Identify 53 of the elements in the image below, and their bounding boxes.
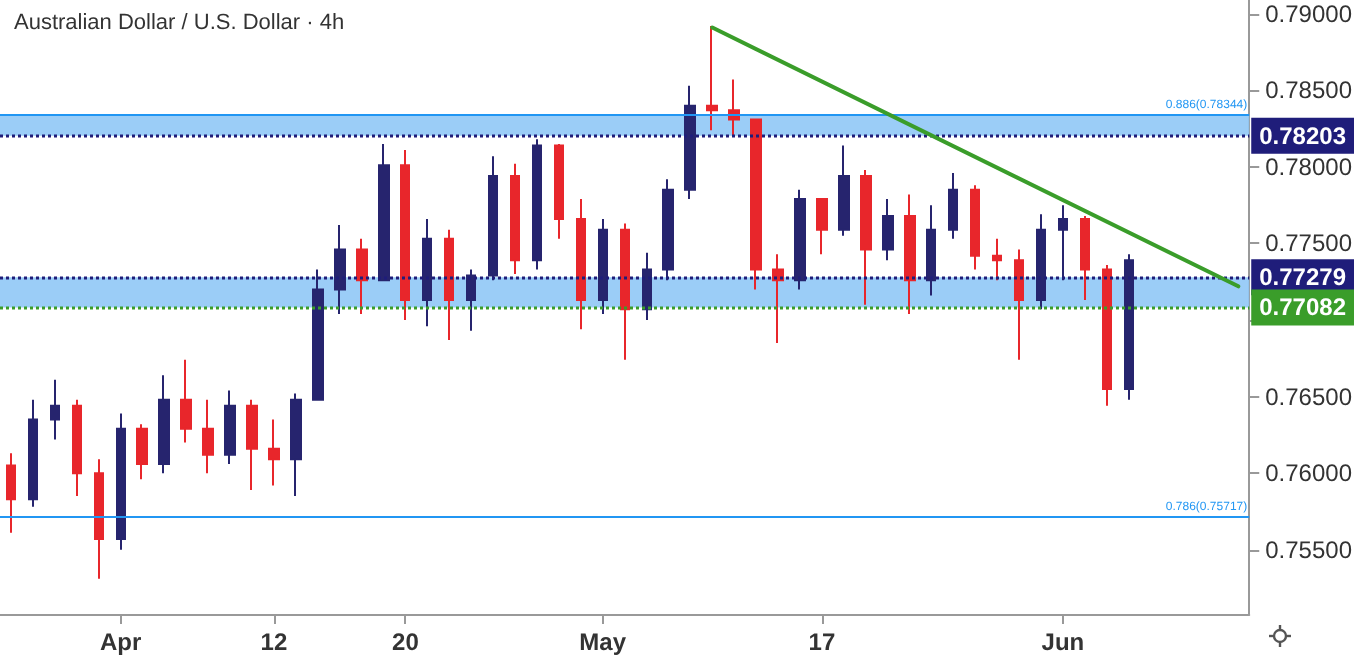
- candlestick: [948, 172, 958, 240]
- candlestick: [1102, 263, 1112, 407]
- y-tick-label: 0.78500: [1265, 76, 1353, 105]
- candlestick: [444, 228, 454, 341]
- candlestick: [268, 418, 280, 487]
- candlestick: [290, 392, 302, 498]
- candlestick: [136, 423, 148, 481]
- candlestick: [202, 398, 214, 475]
- x-tick-label: May: [579, 628, 627, 656]
- x-tick-label: 17: [808, 628, 836, 656]
- text: Australian Dollar / U.S. Dollar · 4h: [14, 11, 345, 35]
- candlestick: [576, 198, 586, 331]
- x-tick-label: Jun: [1041, 628, 1085, 656]
- candlestick: [970, 184, 980, 271]
- candlestick: [158, 374, 170, 475]
- candlestick: [116, 412, 126, 551]
- candlestick: [510, 162, 520, 276]
- candlestick: [860, 168, 872, 306]
- candlestick: [180, 358, 192, 444]
- candlestick: [772, 253, 784, 344]
- candlestick: [6, 452, 16, 534]
- candlestick: [28, 398, 38, 508]
- candlestick: [838, 144, 850, 237]
- candlestick: [620, 222, 630, 361]
- candlestick: [246, 398, 258, 491]
- candlestick: [1080, 214, 1090, 302]
- candlestick: [72, 398, 82, 498]
- y-tick-label: 0.75500: [1265, 535, 1353, 564]
- candlestick: [50, 378, 60, 441]
- y-tick-label: 0.79000: [1265, 0, 1353, 28]
- x-tick-label: Apr: [99, 628, 142, 656]
- candlestick: [728, 78, 740, 138]
- ref-line-label: 0.78203: [1259, 121, 1347, 150]
- candlestick: [750, 118, 762, 291]
- candlestick: [1014, 248, 1024, 361]
- candlestick: [904, 193, 916, 315]
- x-tick-label: 20: [392, 628, 420, 656]
- candlestick: [94, 458, 104, 580]
- y-tick-label: 0.77500: [1265, 229, 1353, 258]
- x-tick-label: 12: [260, 628, 288, 656]
- candlestick: [992, 237, 1002, 282]
- candlestick: [400, 149, 410, 322]
- candlestick: [554, 142, 564, 240]
- candlestick: [816, 198, 828, 256]
- ref-line-label: 0.77082: [1259, 293, 1347, 322]
- candlestick: [356, 237, 368, 315]
- ref-line-label: 0.77279: [1259, 263, 1347, 292]
- y-tick-label: 0.76500: [1265, 382, 1353, 411]
- y-tick-label: 0.76000: [1265, 459, 1353, 488]
- y-tick-label: 0.78000: [1265, 152, 1353, 181]
- candlestick: [882, 198, 894, 262]
- candlestick: [224, 389, 236, 465]
- candlestick: [706, 25, 718, 132]
